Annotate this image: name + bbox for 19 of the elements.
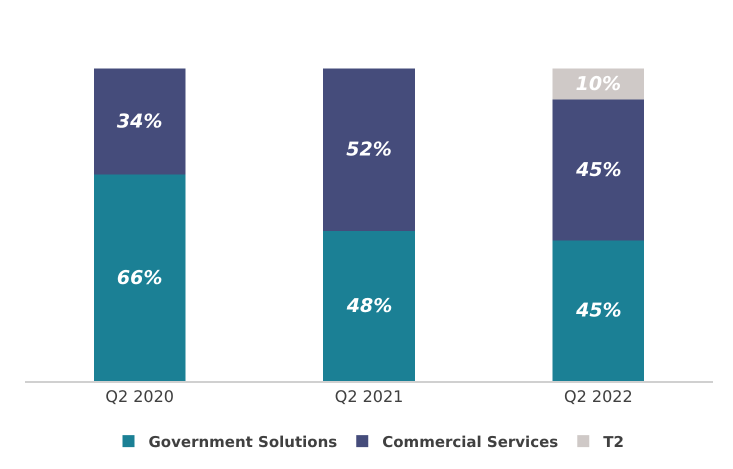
- data-label: 66%: [116, 266, 162, 289]
- x-tick-label: Q2 2021: [334, 387, 404, 406]
- data-label: 10%: [576, 73, 622, 96]
- bar: [552, 240, 644, 381]
- legend-label: Government Solutions: [148, 433, 338, 451]
- bar: [94, 174, 186, 381]
- legend-label: T2: [603, 433, 624, 451]
- x-tick-label: Q2 2020: [105, 387, 174, 406]
- bar: [94, 68, 186, 175]
- bar: [323, 68, 415, 231]
- bar: [323, 230, 415, 381]
- data-label: 45%: [575, 159, 622, 182]
- legend-label: Commercial Services: [382, 433, 558, 451]
- data-label: 48%: [346, 294, 392, 317]
- data-label: 45%: [575, 300, 622, 322]
- x-tick-label: Q2 2022: [564, 387, 633, 406]
- data-label: 52%: [346, 138, 392, 161]
- bar: [552, 100, 644, 240]
- data-label: 34%: [116, 110, 162, 133]
